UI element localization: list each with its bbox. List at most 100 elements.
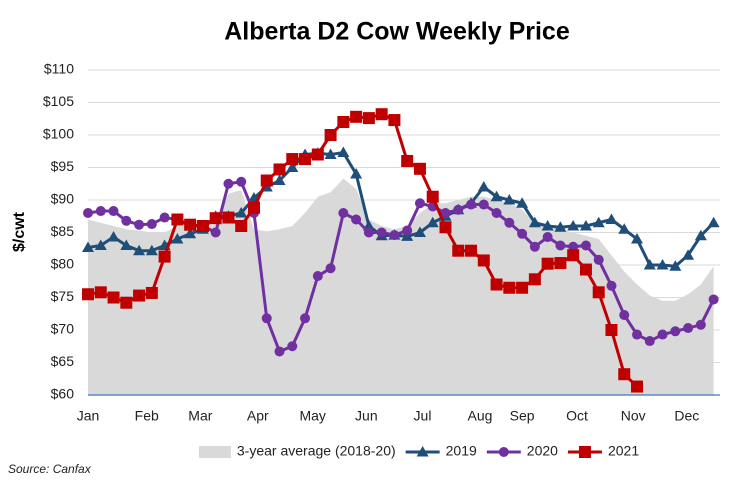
- marker-circle: [708, 294, 719, 305]
- marker-circle: [325, 263, 336, 274]
- y-tick-label: $75: [51, 288, 75, 304]
- marker-square: [516, 281, 529, 294]
- marker-circle: [504, 217, 515, 228]
- marker-square: [311, 148, 324, 161]
- marker-triangle: [477, 181, 490, 192]
- marker-triangle: [490, 190, 503, 202]
- marker-circle: [95, 206, 106, 217]
- marker-circle: [440, 208, 451, 218]
- marker-triangle: [643, 259, 656, 270]
- marker-square: [260, 174, 273, 187]
- marker-triangle: [184, 227, 197, 239]
- marker-square: [439, 221, 452, 234]
- marker-circle: [657, 329, 668, 340]
- marker-triangle: [426, 216, 439, 228]
- marker-triangle: [337, 146, 350, 158]
- marker-circle: [491, 208, 502, 218]
- marker-square: [299, 153, 312, 166]
- marker-circle: [312, 271, 323, 282]
- marker-square: [426, 190, 439, 203]
- marker-circle: [593, 254, 604, 265]
- marker-square: [350, 110, 363, 123]
- marker-triangle: [707, 216, 720, 228]
- y-tick-label: $95: [51, 158, 75, 174]
- x-tick-label: Feb: [135, 408, 159, 424]
- marker-triangle: [631, 233, 644, 244]
- marker-square: [567, 249, 580, 262]
- marker-circle: [261, 313, 272, 324]
- marker-circle: [670, 326, 681, 337]
- marker-triangle: [171, 233, 184, 244]
- marker-circle: [683, 323, 694, 334]
- marker-circle: [414, 198, 425, 209]
- marker-triangle: [273, 174, 286, 185]
- marker-circle: [108, 206, 119, 217]
- x-tick-label: Nov: [621, 408, 646, 424]
- marker-circle: [338, 208, 349, 218]
- source-note: Source: Canfax: [8, 462, 92, 476]
- marker-circle: [529, 241, 540, 252]
- marker-circle: [363, 227, 374, 238]
- marker-square: [337, 116, 350, 128]
- marker-square: [541, 257, 554, 270]
- marker-square: [618, 368, 631, 381]
- marker-square: [578, 446, 591, 458]
- x-tick-label: Dec: [674, 408, 699, 424]
- marker-square: [94, 286, 107, 299]
- marker-triangle: [682, 249, 695, 260]
- marker-square: [209, 212, 222, 225]
- marker-circle: [644, 336, 655, 347]
- marker-triangle: [592, 216, 605, 228]
- y-tick-label: $65: [51, 353, 75, 369]
- marker-circle: [121, 215, 132, 226]
- marker-circle: [466, 199, 477, 210]
- marker-circle: [300, 313, 311, 324]
- marker-square: [554, 257, 567, 270]
- marker-circle: [134, 219, 145, 230]
- marker-circle: [351, 214, 362, 225]
- marker-square: [145, 286, 158, 299]
- marker-square: [452, 244, 465, 257]
- marker-triangle: [145, 244, 158, 256]
- marker-triangle: [541, 220, 554, 231]
- marker-triangle: [133, 244, 146, 256]
- marker-square: [503, 281, 516, 294]
- marker-circle: [695, 319, 706, 330]
- y-axis-label: $/cwt: [11, 211, 28, 252]
- marker-square: [133, 289, 146, 302]
- marker-circle: [83, 208, 93, 218]
- marker-square: [158, 250, 171, 263]
- y-tick-label: $85: [51, 223, 75, 239]
- legend-label: 2019: [446, 443, 477, 459]
- marker-circle: [210, 227, 221, 238]
- marker-circle: [580, 240, 591, 251]
- marker-triangle: [656, 259, 669, 270]
- area: [88, 178, 714, 395]
- marker-triangle: [286, 161, 299, 172]
- marker-circle: [606, 280, 617, 291]
- marker-triangle: [618, 223, 631, 234]
- marker-circle: [402, 225, 413, 236]
- marker-square: [324, 129, 337, 141]
- marker-triangle: [554, 221, 567, 232]
- marker-square: [196, 220, 209, 232]
- marker-triangle: [579, 220, 592, 231]
- y-tick-label: $110: [44, 61, 74, 77]
- marker-square: [107, 291, 120, 304]
- marker-triangle: [235, 207, 248, 218]
- marker-circle: [498, 447, 509, 457]
- marker-circle: [517, 228, 528, 239]
- marker-triangle: [503, 194, 516, 205]
- x-tick-label: Mar: [188, 408, 212, 424]
- legend-swatch: [198, 446, 231, 458]
- marker-triangle: [350, 168, 363, 179]
- marker-circle: [389, 230, 400, 241]
- x-tick-label: Sep: [510, 408, 535, 424]
- marker-triangle: [82, 241, 94, 252]
- marker-square: [528, 273, 541, 286]
- marker-square: [362, 112, 375, 125]
- marker-circle: [223, 178, 234, 189]
- marker-square: [222, 211, 235, 224]
- marker-square: [413, 162, 426, 175]
- marker-circle: [376, 227, 387, 238]
